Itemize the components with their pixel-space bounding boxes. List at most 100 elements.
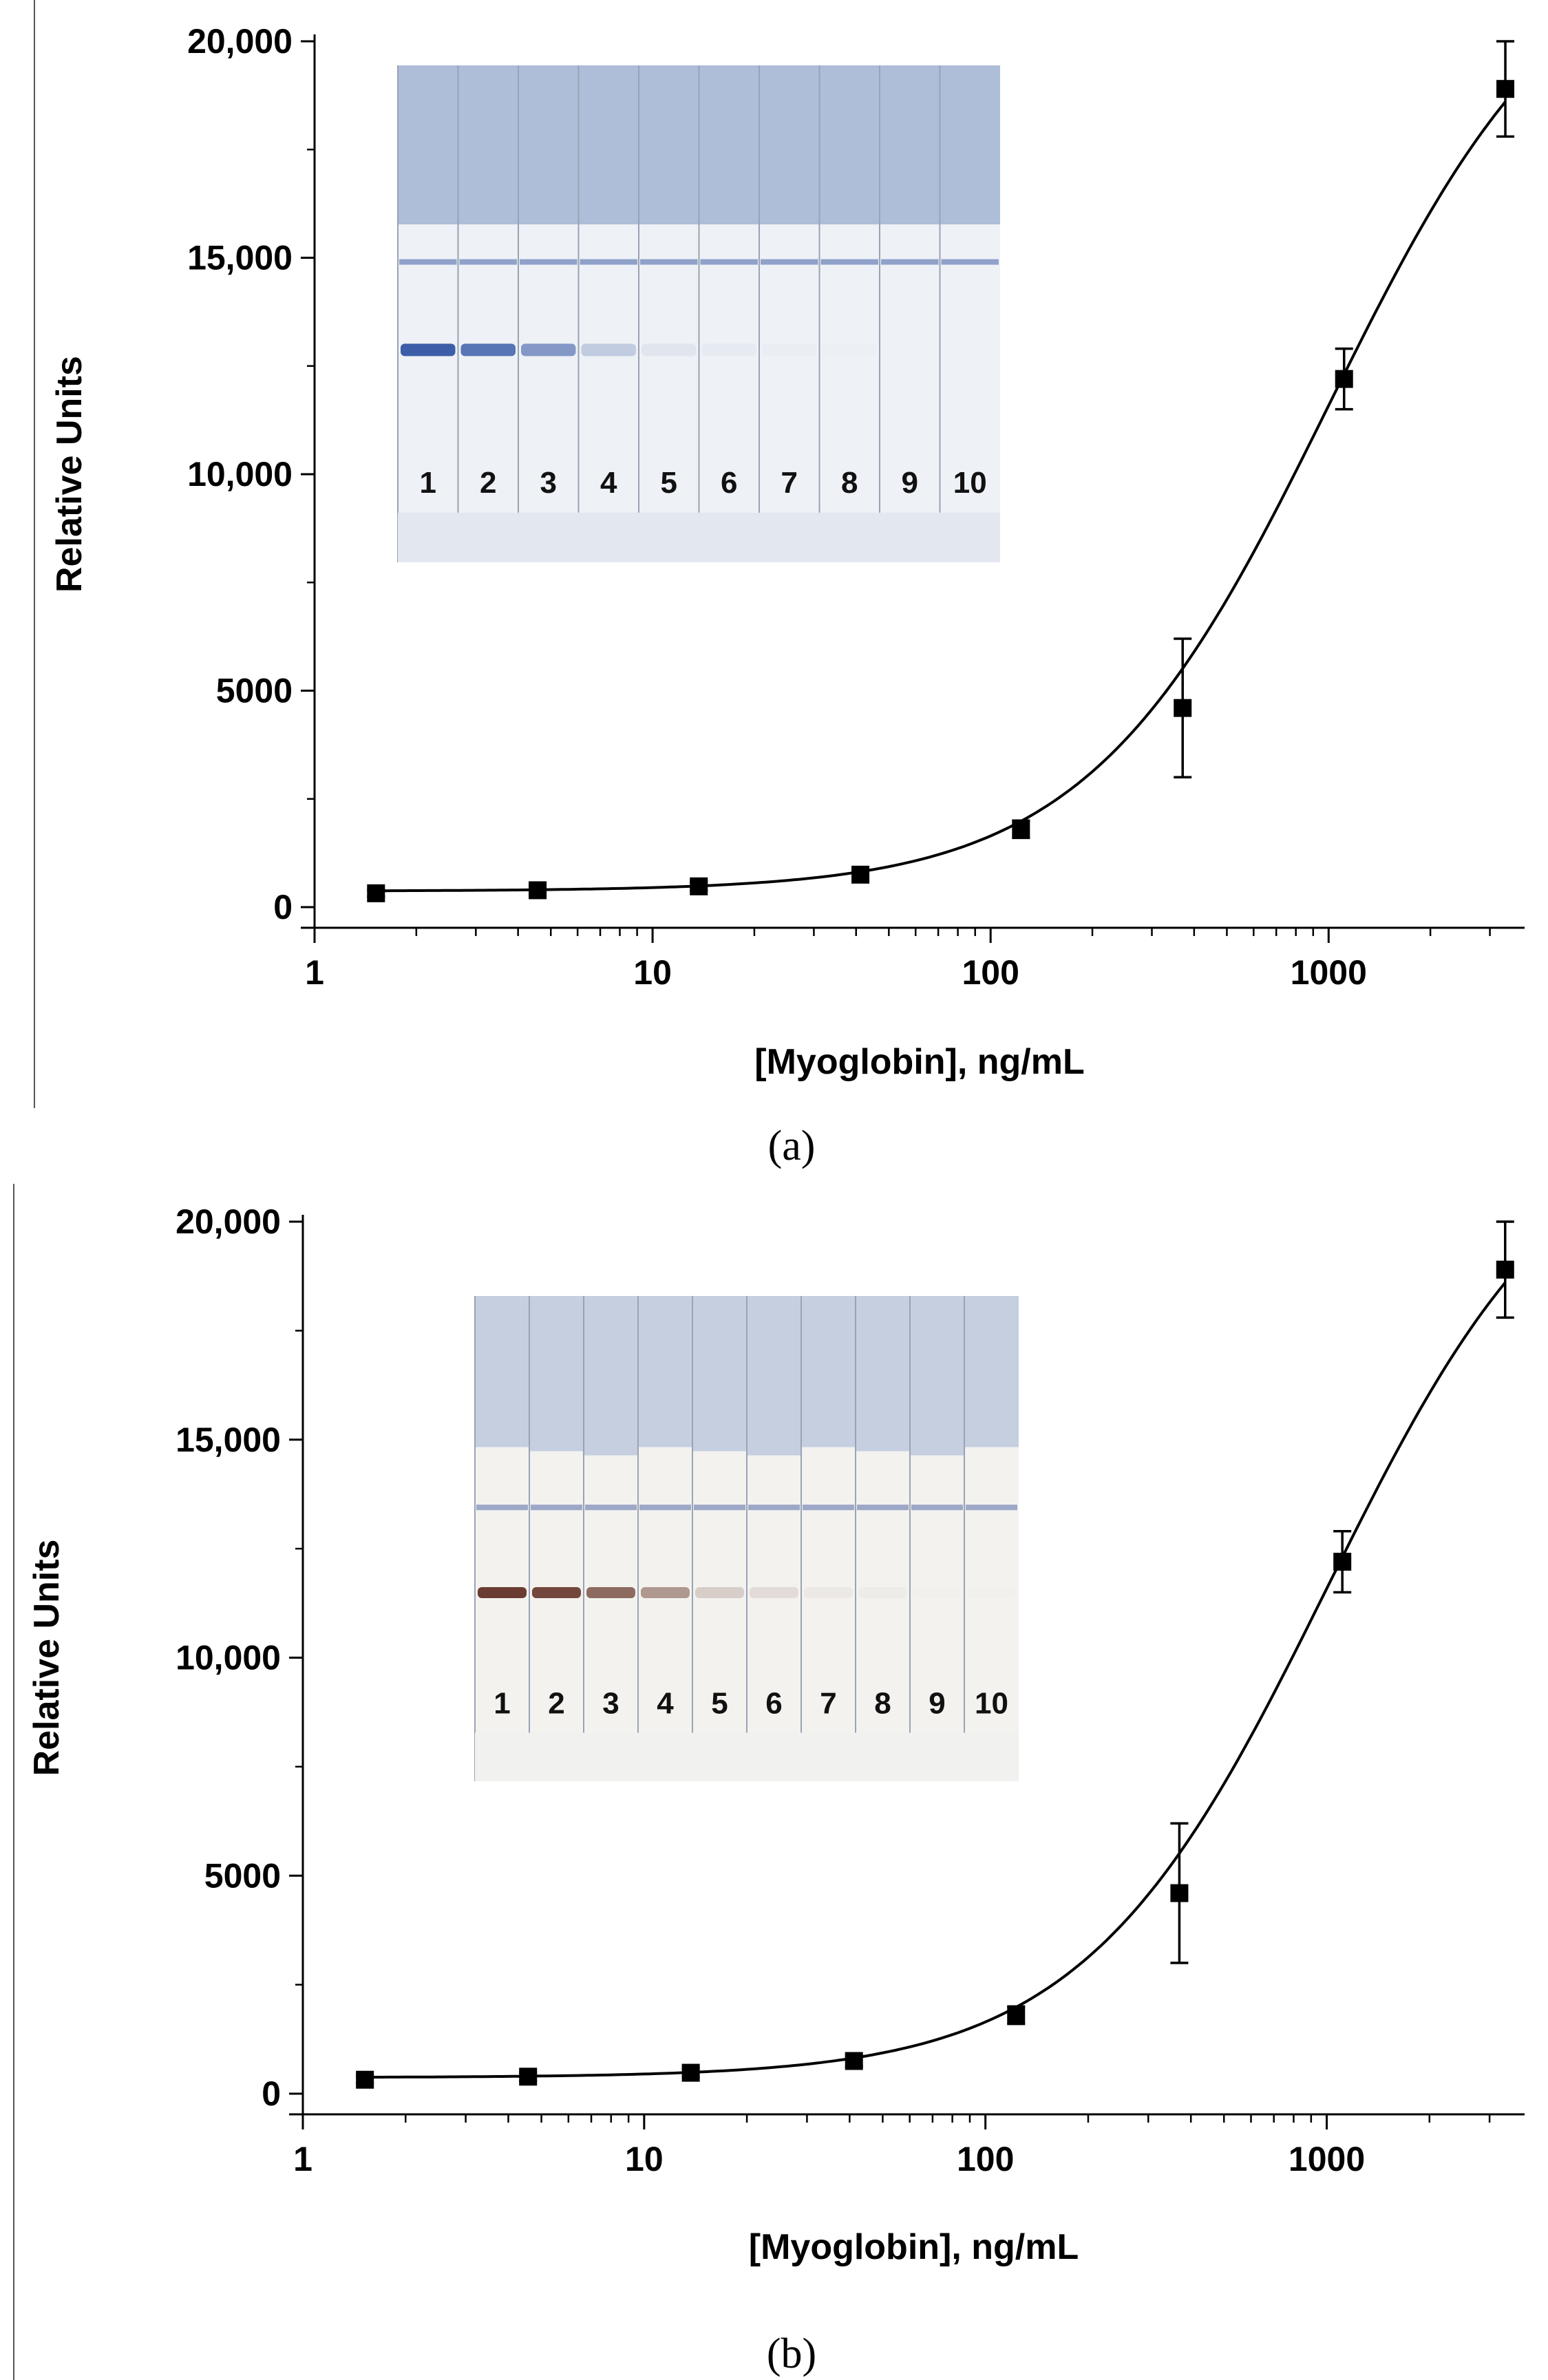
strip-membrane [398,224,458,562]
data-point [367,884,385,902]
y-tick-label: 20,000 [176,1202,281,1241]
strip-membrane [692,1451,747,1781]
x-tick-label: 1000 [1291,953,1367,992]
test-line [478,1587,527,1598]
strip-membrane [880,224,940,562]
lane-label: 4 [600,466,617,500]
strip-membrane [759,224,820,562]
strip-7: 7 [800,1296,856,1781]
control-line [520,259,577,265]
lane-label: 3 [602,1686,619,1720]
lane-label: 5 [661,466,677,500]
control-line [531,1505,582,1511]
test-line [401,343,456,357]
strip-10: 10 [964,1296,1019,1781]
strip-membrane [964,1447,1019,1781]
strip-4: 4 [637,1296,692,1781]
y-tick-label: 5000 [204,1856,281,1895]
control-line [748,1505,800,1511]
y-tick-label: 0 [262,2074,281,2113]
data-point [851,865,870,884]
data-point [1496,80,1515,98]
test-line [762,343,817,356]
strip-sample-pad [475,1296,529,1447]
fit-curve [376,100,1507,893]
lane-label: 9 [902,466,918,500]
data-points-b [356,1220,1514,2089]
strip-membrane [584,1455,638,1781]
data-point [529,881,547,900]
control-line [966,1505,1017,1511]
strip-membrane [819,224,880,562]
strip-5: 5 [692,1296,747,1781]
control-line [881,259,939,265]
inset-strips-b: 1 2 3 4 5 6 7 8 9 10 [474,1296,1019,1781]
test-line [586,1587,635,1598]
strip-membrane [910,1455,964,1781]
strip-sample-pad [747,1296,801,1456]
control-line [639,1505,691,1511]
inset-bottom-strip [398,512,1000,562]
data-point [1174,699,1192,717]
data-point [1333,1553,1352,1571]
y-axis-title: Relative Units [27,1540,67,1776]
control-line [580,259,637,265]
data-points-a [367,40,1515,902]
control-line [857,1505,909,1511]
lane-label: 10 [975,1686,1008,1720]
strip-sample-pad [910,1296,964,1456]
test-line [521,343,576,357]
control-line [803,1505,854,1511]
test-line [642,343,697,357]
strip-sample-pad [578,65,639,225]
lane-label: 7 [781,466,798,500]
data-point [1496,1260,1514,1279]
strip-membrane [578,224,639,562]
control-line [459,259,517,265]
panel-label-b: (b) [767,2330,816,2377]
strip-sample-pad [518,65,579,225]
lane-label: 10 [953,466,987,500]
data-point [1007,2006,1026,2024]
strip-sample-pad [801,1296,856,1447]
strip-sample-pad [819,65,880,225]
x-tick-label: 1 [305,953,324,992]
y-tick-label: 5000 [216,672,293,710]
control-line [399,259,457,265]
inset-strips-a: 1 2 3 4 5 6 7 8 9 10 [397,65,1000,562]
lane-label: 4 [657,1686,674,1720]
strip-membrane [475,1447,529,1781]
lane-label: 1 [494,1686,510,1720]
test-line [641,1587,690,1598]
x-axis-title: [Myoglobin], ng/mL [754,1042,1084,1082]
fit-curve [365,1282,1507,2079]
test-line [967,1587,1016,1598]
y-axis-title: Relative Units [50,356,89,593]
control-line [700,259,758,265]
strip-8: 8 [855,1296,910,1781]
strip-10: 10 [939,65,1000,562]
strip-membrane [458,224,518,562]
test-line [460,343,516,357]
control-line [761,259,818,265]
data-point [681,2063,700,2082]
strip-sample-pad [880,65,940,225]
x-tick-label: 10 [633,953,672,992]
control-line [820,259,878,265]
strip-sample-pad [398,65,458,225]
lane-label: 5 [711,1686,728,1720]
lane-label: 8 [841,466,858,500]
test-line [858,1587,907,1598]
control-line [694,1505,745,1511]
strip-membrane [638,1447,692,1781]
strip-sample-pad [639,65,699,225]
strip-sample-pad [529,1296,584,1452]
strip-membrane [747,1455,801,1781]
y-tick-label: 10,000 [176,1639,281,1677]
strip-5: 5 [638,65,699,562]
lane-label: 2 [548,1686,564,1720]
lane-label: 3 [540,466,557,500]
panel-label-a: (a) [768,1123,816,1169]
